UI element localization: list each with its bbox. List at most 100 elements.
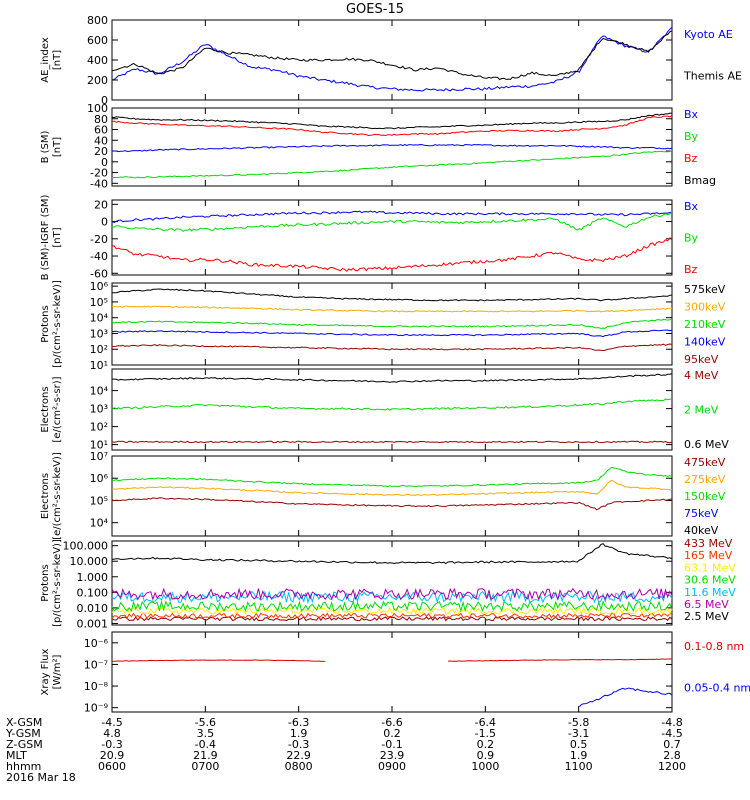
- x-axis-value: 21.9: [193, 749, 218, 762]
- y-tick-label: 10⁴: [90, 312, 109, 325]
- legend-label: 75keV: [684, 507, 719, 520]
- y-tick-label: 600: [87, 34, 108, 47]
- y-tick-label: 60: [94, 124, 108, 137]
- y-axis-label: [e/(cm²-s-sr)]: [52, 376, 63, 442]
- y-tick-label: -20: [90, 233, 108, 246]
- legend-label: Kyoto AE: [684, 28, 733, 41]
- y-tick-label: 0: [101, 216, 108, 229]
- series-line-by: [111, 211, 673, 233]
- y-tick-label: 100.000: [63, 540, 109, 553]
- legend-label: 575keV: [684, 283, 726, 296]
- series-line-0-1-0-8-nm: [447, 658, 672, 662]
- panel-4: 10¹ 10² 10³ 10⁴ 10⁵ 10⁶ Protons [p/(cm²-s-sr-ke…: [40, 280, 726, 372]
- legend-label: 0.05-0.4 nm: [684, 682, 750, 695]
- series-line-bz: [111, 237, 673, 272]
- y-axis-label: Xray Flux: [40, 648, 51, 695]
- legend-label: 95keV: [684, 353, 719, 366]
- y-tick-label: 0.001: [77, 617, 109, 630]
- panel-frame: [111, 19, 673, 101]
- legend-label: Bz: [684, 263, 698, 276]
- series-line-475kev: [111, 497, 673, 511]
- y-tick-label: -40: [90, 250, 108, 263]
- legend-label: Bx: [684, 200, 699, 213]
- x-axis-value: 0.9: [477, 749, 495, 762]
- y-axis-label: AE_index: [40, 37, 51, 83]
- x-axis-value: 3.5: [197, 727, 215, 740]
- panel-3: -60 -40 -20 0 20 B (SM)-IGRF (SM) [nT] Bx By Bz: [40, 195, 699, 281]
- panel-frame: [111, 631, 673, 713]
- x-axis-value: 1200: [658, 760, 686, 773]
- x-axis-value: -4.8: [661, 716, 682, 729]
- x-axis-value: 0800: [285, 760, 313, 773]
- x-axis-value: 1100: [565, 760, 593, 773]
- y-axis-label: Protons: [40, 305, 51, 342]
- legend-label: 210keV: [684, 318, 726, 331]
- legend-label: Bz: [684, 152, 698, 165]
- y-tick-label: 0: [101, 156, 108, 169]
- legend-label: 30.6 MeV: [684, 574, 736, 587]
- y-axis-label: [p/(cm²-s-sr-keV)]: [52, 539, 63, 627]
- panel-5: 10¹ 10² 10³ 10⁴ Electrons [e/(cm²-s-sr)] 4 MeV…: [40, 368, 729, 452]
- plot-title: GOES-15: [346, 2, 404, 17]
- x-axis-value: 1.9: [290, 727, 308, 740]
- series-line-0-1-0-8-nm: [111, 659, 326, 662]
- y-tick-label: -60: [90, 267, 108, 280]
- y-tick-label: 10⁴: [90, 517, 109, 530]
- legend-label: Bmag: [684, 174, 716, 187]
- series-line-themis-ae: [111, 30, 673, 81]
- series-line-575kev: [111, 288, 673, 302]
- x-axis-value: 1000: [471, 760, 499, 773]
- x-axis-row-label: MLT: [6, 749, 27, 762]
- y-tick-label: 10⁻⁹: [84, 702, 108, 715]
- y-axis-label: Electrons: [40, 386, 51, 432]
- legend-label: By: [684, 130, 699, 143]
- x-axis-value: -6.3: [288, 716, 309, 729]
- x-axis-value: 0.2: [383, 727, 401, 740]
- legend-label: 2.5 MeV: [684, 610, 729, 623]
- x-axis-value: -0.3: [101, 738, 122, 751]
- y-axis-label: [nT]: [52, 137, 63, 157]
- y-axis-label: [W/m²]: [52, 654, 63, 689]
- series-line-95kev: [111, 343, 673, 352]
- y-axis-label: B (SM)-IGRF (SM): [40, 195, 51, 281]
- y-tick-label: 10⁵: [90, 296, 108, 309]
- x-axis-value: 4.8: [103, 727, 121, 740]
- x-axis-value: -0.3: [288, 738, 309, 751]
- y-tick-label: 0.100: [77, 586, 109, 599]
- y-axis-label: [e/(cm²-s-sr-keV)]: [52, 452, 63, 540]
- y-tick-label: 80: [94, 113, 108, 126]
- series-line-30-6-mev: [111, 600, 673, 613]
- legend-label: By: [684, 232, 699, 245]
- y-tick-label: 1.000: [77, 571, 109, 584]
- x-axis-row-label: X-GSM: [6, 716, 42, 729]
- panel-frame: [111, 368, 673, 451]
- legend-label: 433 MeV: [684, 537, 733, 550]
- y-tick-label: 0.010: [77, 602, 109, 615]
- series-line-11-6-mev: [111, 590, 673, 605]
- legend-label: 275keV: [684, 473, 726, 486]
- series-line-63-1-mev: [111, 606, 673, 616]
- y-tick-label: 800: [87, 14, 108, 27]
- series-line-433-mev: [111, 616, 673, 622]
- legend-label: 2 MeV: [684, 404, 719, 417]
- y-tick-label: 10⁶: [90, 472, 109, 485]
- x-axis-row-label: hhmm: [6, 760, 41, 773]
- y-tick-label: -20: [90, 167, 108, 180]
- y-axis-label: [nT]: [52, 50, 63, 70]
- series-line-0-6-mev: [112, 373, 673, 383]
- legend-label: 4 MeV: [684, 369, 719, 382]
- y-tick-label: 10¹: [90, 439, 108, 452]
- series-line-kyoto-ae: [111, 26, 673, 92]
- panel-6: 10⁴ 10⁵ 10⁶ 10⁷ Electrons [e/(cm²-s-sr-keV)] 4…: [40, 450, 726, 540]
- panel-7: 0.001 0.010 0.100 1.000 10.000 100.000 Protons…: [40, 537, 736, 630]
- y-axis-label: Electrons: [40, 473, 51, 519]
- y-tick-label: 10³: [90, 327, 108, 340]
- y-tick-label: 10¹: [90, 359, 108, 372]
- x-axis-value: 2.8: [663, 749, 681, 762]
- x-axis-row-label: Z-GSM: [6, 738, 43, 751]
- x-axis-value: -5.8: [568, 716, 589, 729]
- series-line-bx: [111, 143, 673, 153]
- x-axis-value: 0900: [378, 760, 406, 773]
- panel-8: 10⁻⁹ 10⁻⁸ 10⁻⁷ 10⁻⁶ Xray Flux [W/m²] 0.1-0.8 n…: [40, 631, 750, 715]
- x-axis-row-label: Y-GSM: [5, 727, 41, 740]
